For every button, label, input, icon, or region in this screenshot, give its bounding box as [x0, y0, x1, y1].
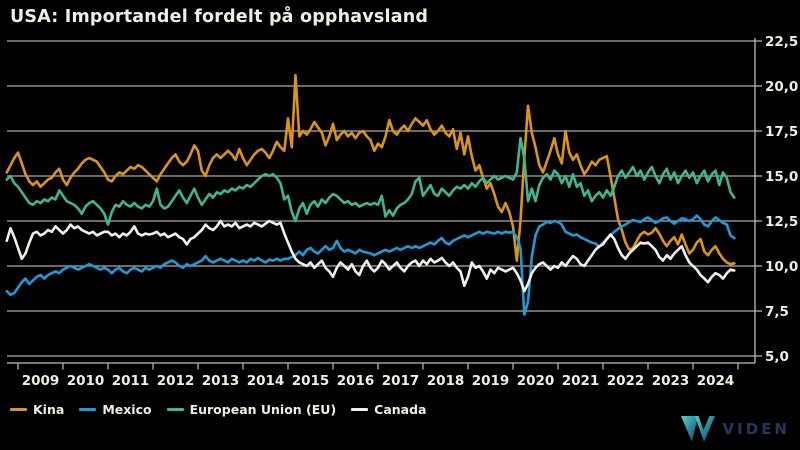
y-tick-label: 10,0	[765, 259, 798, 275]
x-tick-label: 2024	[697, 373, 735, 389]
x-tick-label: 2010	[67, 373, 105, 389]
x-tick-label: 2012	[157, 373, 195, 389]
x-tick-label: 2015	[292, 373, 330, 389]
x-tick-label: 2021	[562, 373, 600, 389]
x-tick-label: 2022	[607, 373, 645, 389]
legend-label-european-union-eu: European Union (EU)	[189, 402, 337, 417]
x-tick-label: 2019	[472, 373, 510, 389]
brand-logo-text: VIDEN	[722, 420, 790, 438]
chart-legend: Kina Mexico European Union (EU) Canada	[10, 402, 427, 417]
x-tick-label: 2014	[247, 373, 285, 389]
y-tick-label: 22,5	[765, 34, 798, 50]
y-tick-label: 7,5	[765, 304, 789, 320]
legend-item-mexico: Mexico	[79, 402, 152, 417]
x-tick-label: 2016	[337, 373, 375, 389]
legend-swatch-canada	[351, 408, 369, 411]
x-tick-label: 2018	[427, 373, 465, 389]
legend-label-mexico: Mexico	[102, 402, 152, 417]
y-tick-label: 17,5	[765, 124, 798, 140]
legend-swatch-kina	[10, 408, 27, 411]
series-line-european-union-eu	[5, 136, 736, 226]
legend-item-european-union-eu: European Union (EU)	[166, 402, 337, 417]
legend-swatch-european-union-eu	[166, 408, 184, 411]
viden-triangle-logo-icon	[680, 416, 715, 442]
x-tick-label: 2020	[517, 373, 555, 389]
series-line-canada	[5, 219, 736, 293]
y-tick-label: 5,0	[765, 349, 789, 365]
series-line-mexico	[5, 214, 736, 316]
x-tick-label: 2023	[652, 373, 690, 389]
legend-swatch-mexico	[79, 408, 97, 411]
x-tick-label: 2017	[382, 373, 420, 389]
brand-footer: VIDEN	[680, 413, 790, 445]
page-title: USA: Importandel fordelt på opphavsland	[10, 7, 429, 27]
legend-label-kina: Kina	[33, 402, 65, 417]
y-tick-label: 15,0	[765, 169, 798, 185]
legend-item-kina: Kina	[10, 402, 64, 417]
series-line-kina	[5, 73, 736, 266]
x-tick-label: 2013	[202, 373, 240, 389]
legend-label-canada: Canada	[374, 402, 427, 417]
y-tick-label: 12,5	[765, 214, 798, 230]
x-tick-label: 2011	[112, 373, 150, 389]
legend-item-canada: Canada	[351, 402, 427, 417]
y-tick-label: 20,0	[765, 79, 798, 95]
x-tick-label: 2009	[22, 373, 60, 389]
